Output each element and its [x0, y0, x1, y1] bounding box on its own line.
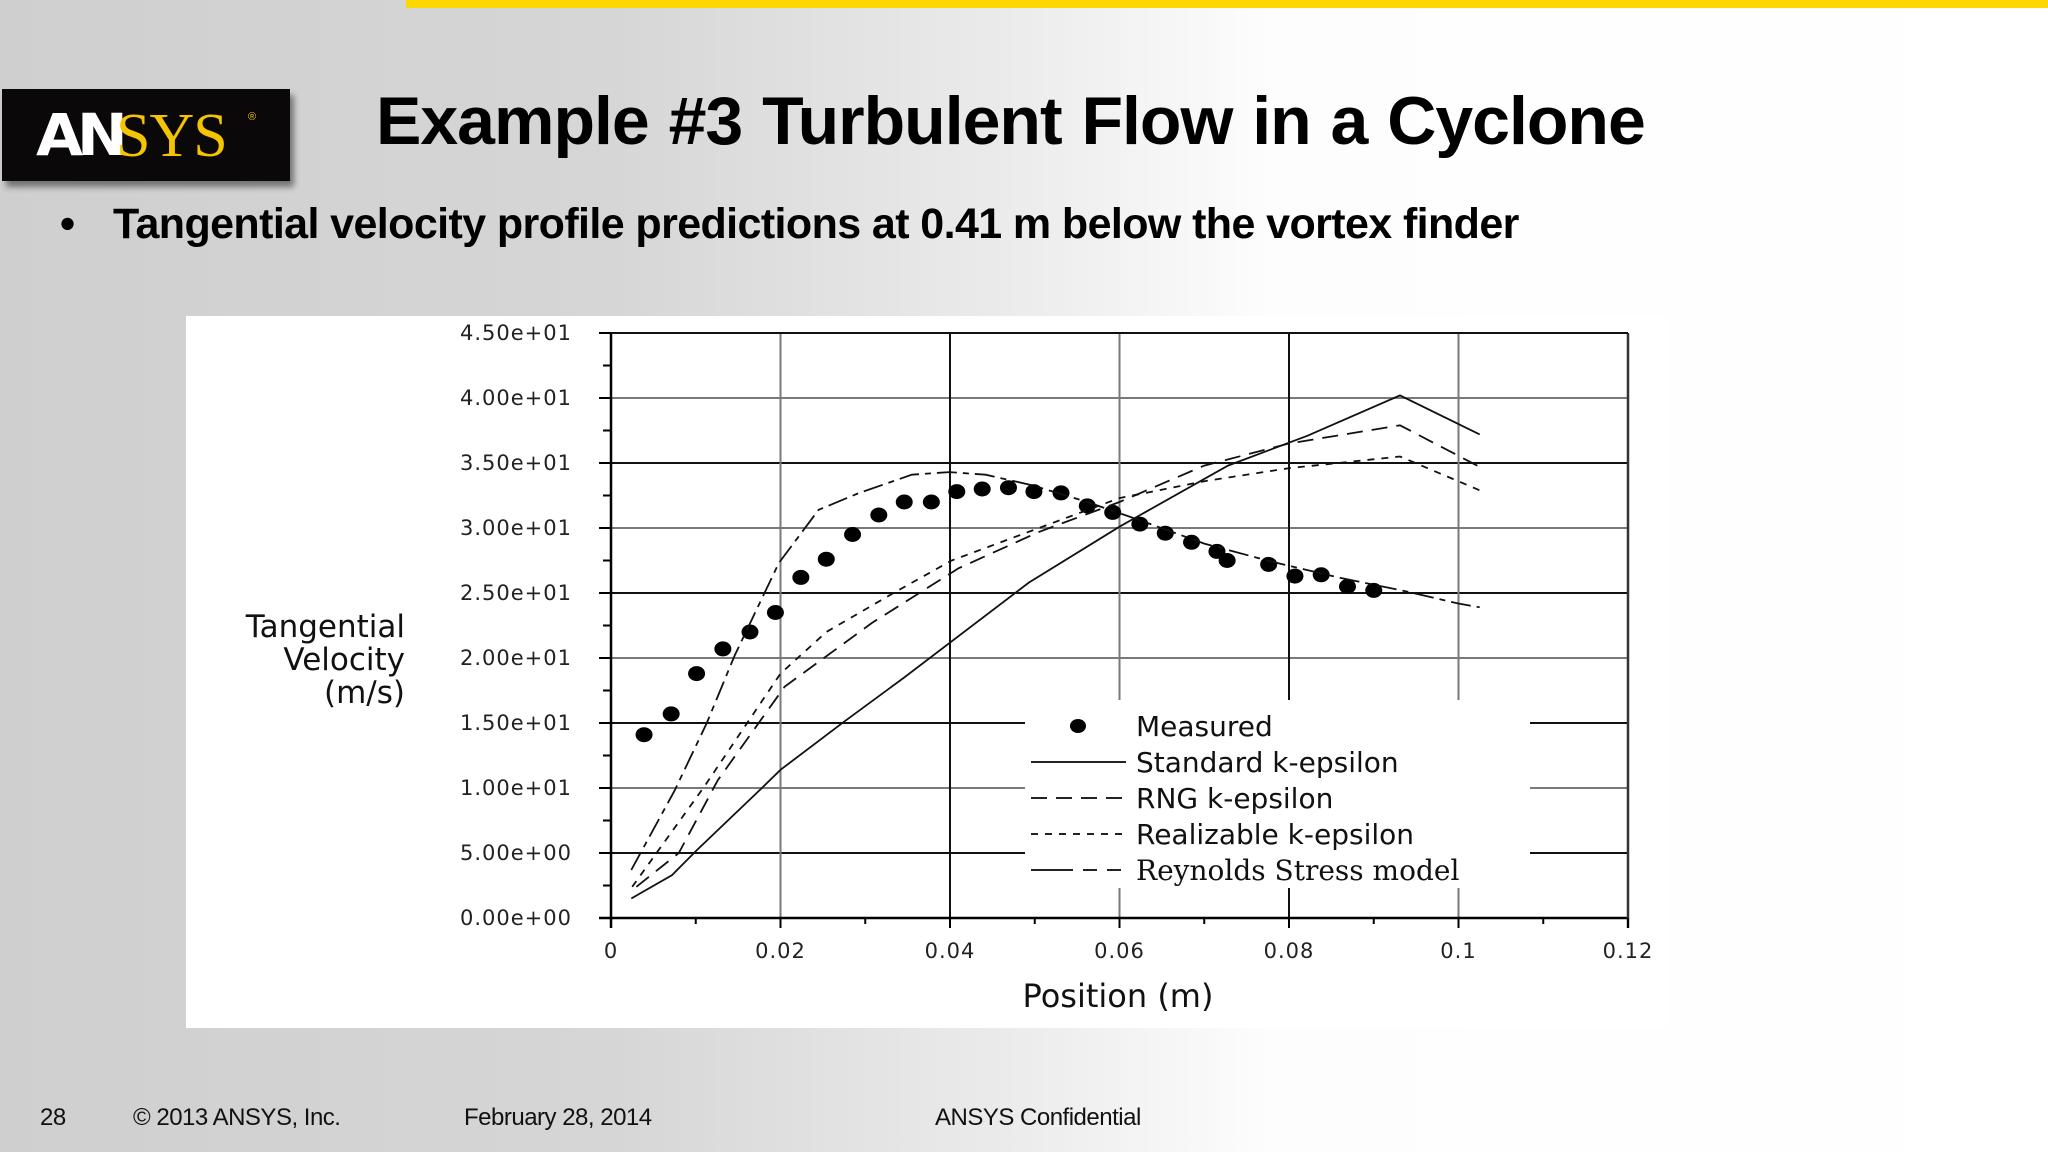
measured-data-point: [1260, 556, 1278, 572]
legend-box: [1025, 700, 1530, 888]
legend-marker-measured: [1070, 719, 1086, 733]
legend-label: Realizable k-epsilon: [1136, 818, 1414, 851]
measured-data-point: [662, 706, 680, 722]
y-tick-label: 2.50e+01: [460, 581, 572, 605]
measured-data-point: [1312, 567, 1330, 583]
accent-bar: [406, 0, 2048, 8]
series-line-rng-k-epsilon: [635, 424, 1481, 888]
y-axis-label: (m/s): [324, 675, 405, 711]
measured-data-point: [688, 666, 706, 682]
x-tick-label: 0.06: [1094, 939, 1145, 963]
measured-data-point: [870, 507, 888, 523]
measured-data-point: [1218, 553, 1236, 568]
measured-data-point: [792, 569, 810, 585]
slide-title: Example #3 Turbulent Flow in a Cyclone: [376, 83, 1646, 159]
y-tick-label: 4.50e+01: [460, 321, 572, 345]
y-tick-label: 3.00e+01: [460, 516, 572, 540]
measured-data-point: [1025, 484, 1043, 500]
legend-label: Measured: [1136, 710, 1273, 743]
ansys-logo: AN SYS ®: [2, 89, 290, 181]
footer-confidential: ANSYS Confidential: [935, 1104, 1141, 1131]
measured-data-point: [1365, 582, 1383, 598]
footer-page-number: 28: [40, 1104, 66, 1131]
measured-data-point: [741, 624, 759, 640]
measured-data-point: [1338, 579, 1356, 594]
y-tick-label: 2.00e+01: [460, 646, 572, 670]
y-tick-label: 1.00e+01: [460, 776, 572, 800]
x-tick-label: 0.08: [1264, 939, 1315, 963]
measured-data-point: [895, 494, 913, 510]
legend-label: Standard k-epsilon: [1136, 746, 1399, 779]
measured-data-point: [817, 551, 835, 567]
measured-data-point: [973, 481, 991, 497]
series-line-reynolds-stress-model: [630, 471, 1480, 871]
measured-data-point: [1156, 525, 1174, 541]
x-tick-label: 0.1: [1440, 939, 1476, 963]
measured-data-point: [948, 484, 966, 500]
logo-text-an: AN: [36, 101, 128, 169]
measured-data-point: [844, 527, 862, 542]
y-tick-label: 0.00e+00: [460, 906, 572, 930]
footer-copyright: © 2013 ANSYS, Inc.: [133, 1104, 341, 1131]
velocity-chart: 0.00e+00 5.00e+00 1.00e+01 1.50e+01 2.00e+01…: [186, 316, 1668, 1028]
x-tick-label: 0.04: [925, 939, 976, 963]
registered-mark: ®: [248, 111, 257, 123]
measured-data-point: [1104, 504, 1122, 520]
y-tick-label: 3.50e+01: [460, 451, 572, 475]
x-tick-label: 0: [604, 939, 618, 963]
measured-data-point: [1078, 498, 1096, 514]
y-tick-label: 1.50e+01: [460, 711, 572, 735]
x-axis-label: Position (m): [1023, 977, 1214, 1015]
measured-data-point: [922, 494, 940, 510]
chart-canvas: 0.00e+00 5.00e+00 1.00e+01 1.50e+01 2.00e+01…: [245, 321, 1654, 1015]
measured-data-point: [1131, 516, 1149, 532]
bullet-text: Tangential velocity profile predictions …: [113, 200, 1519, 248]
series-line-standard-k-epsilon: [630, 394, 1481, 900]
y-axis-label: Tangential: [245, 609, 405, 645]
measured-data-point: [1052, 485, 1070, 501]
measured-data-point: [766, 605, 784, 620]
bullet-icon: •: [60, 200, 75, 248]
measured-data-point: [999, 480, 1017, 496]
x-tick-label: 0.12: [1603, 939, 1654, 963]
y-tick-label: 5.00e+00: [460, 841, 572, 865]
legend-label: RNG k-epsilon: [1136, 782, 1333, 815]
measured-data-point: [635, 727, 653, 743]
measured-data-point: [714, 641, 732, 657]
x-tick-label: 0.02: [755, 939, 806, 963]
measured-data-point: [1183, 534, 1201, 550]
footer-date: February 28, 2014: [464, 1104, 652, 1131]
y-axis-label: Velocity: [283, 642, 405, 678]
logo-text-sys: SYS: [116, 102, 228, 170]
legend-label: Reynolds Stress model: [1136, 854, 1459, 887]
y-tick-label: 4.00e+01: [460, 386, 572, 410]
measured-data-point: [1286, 568, 1304, 584]
